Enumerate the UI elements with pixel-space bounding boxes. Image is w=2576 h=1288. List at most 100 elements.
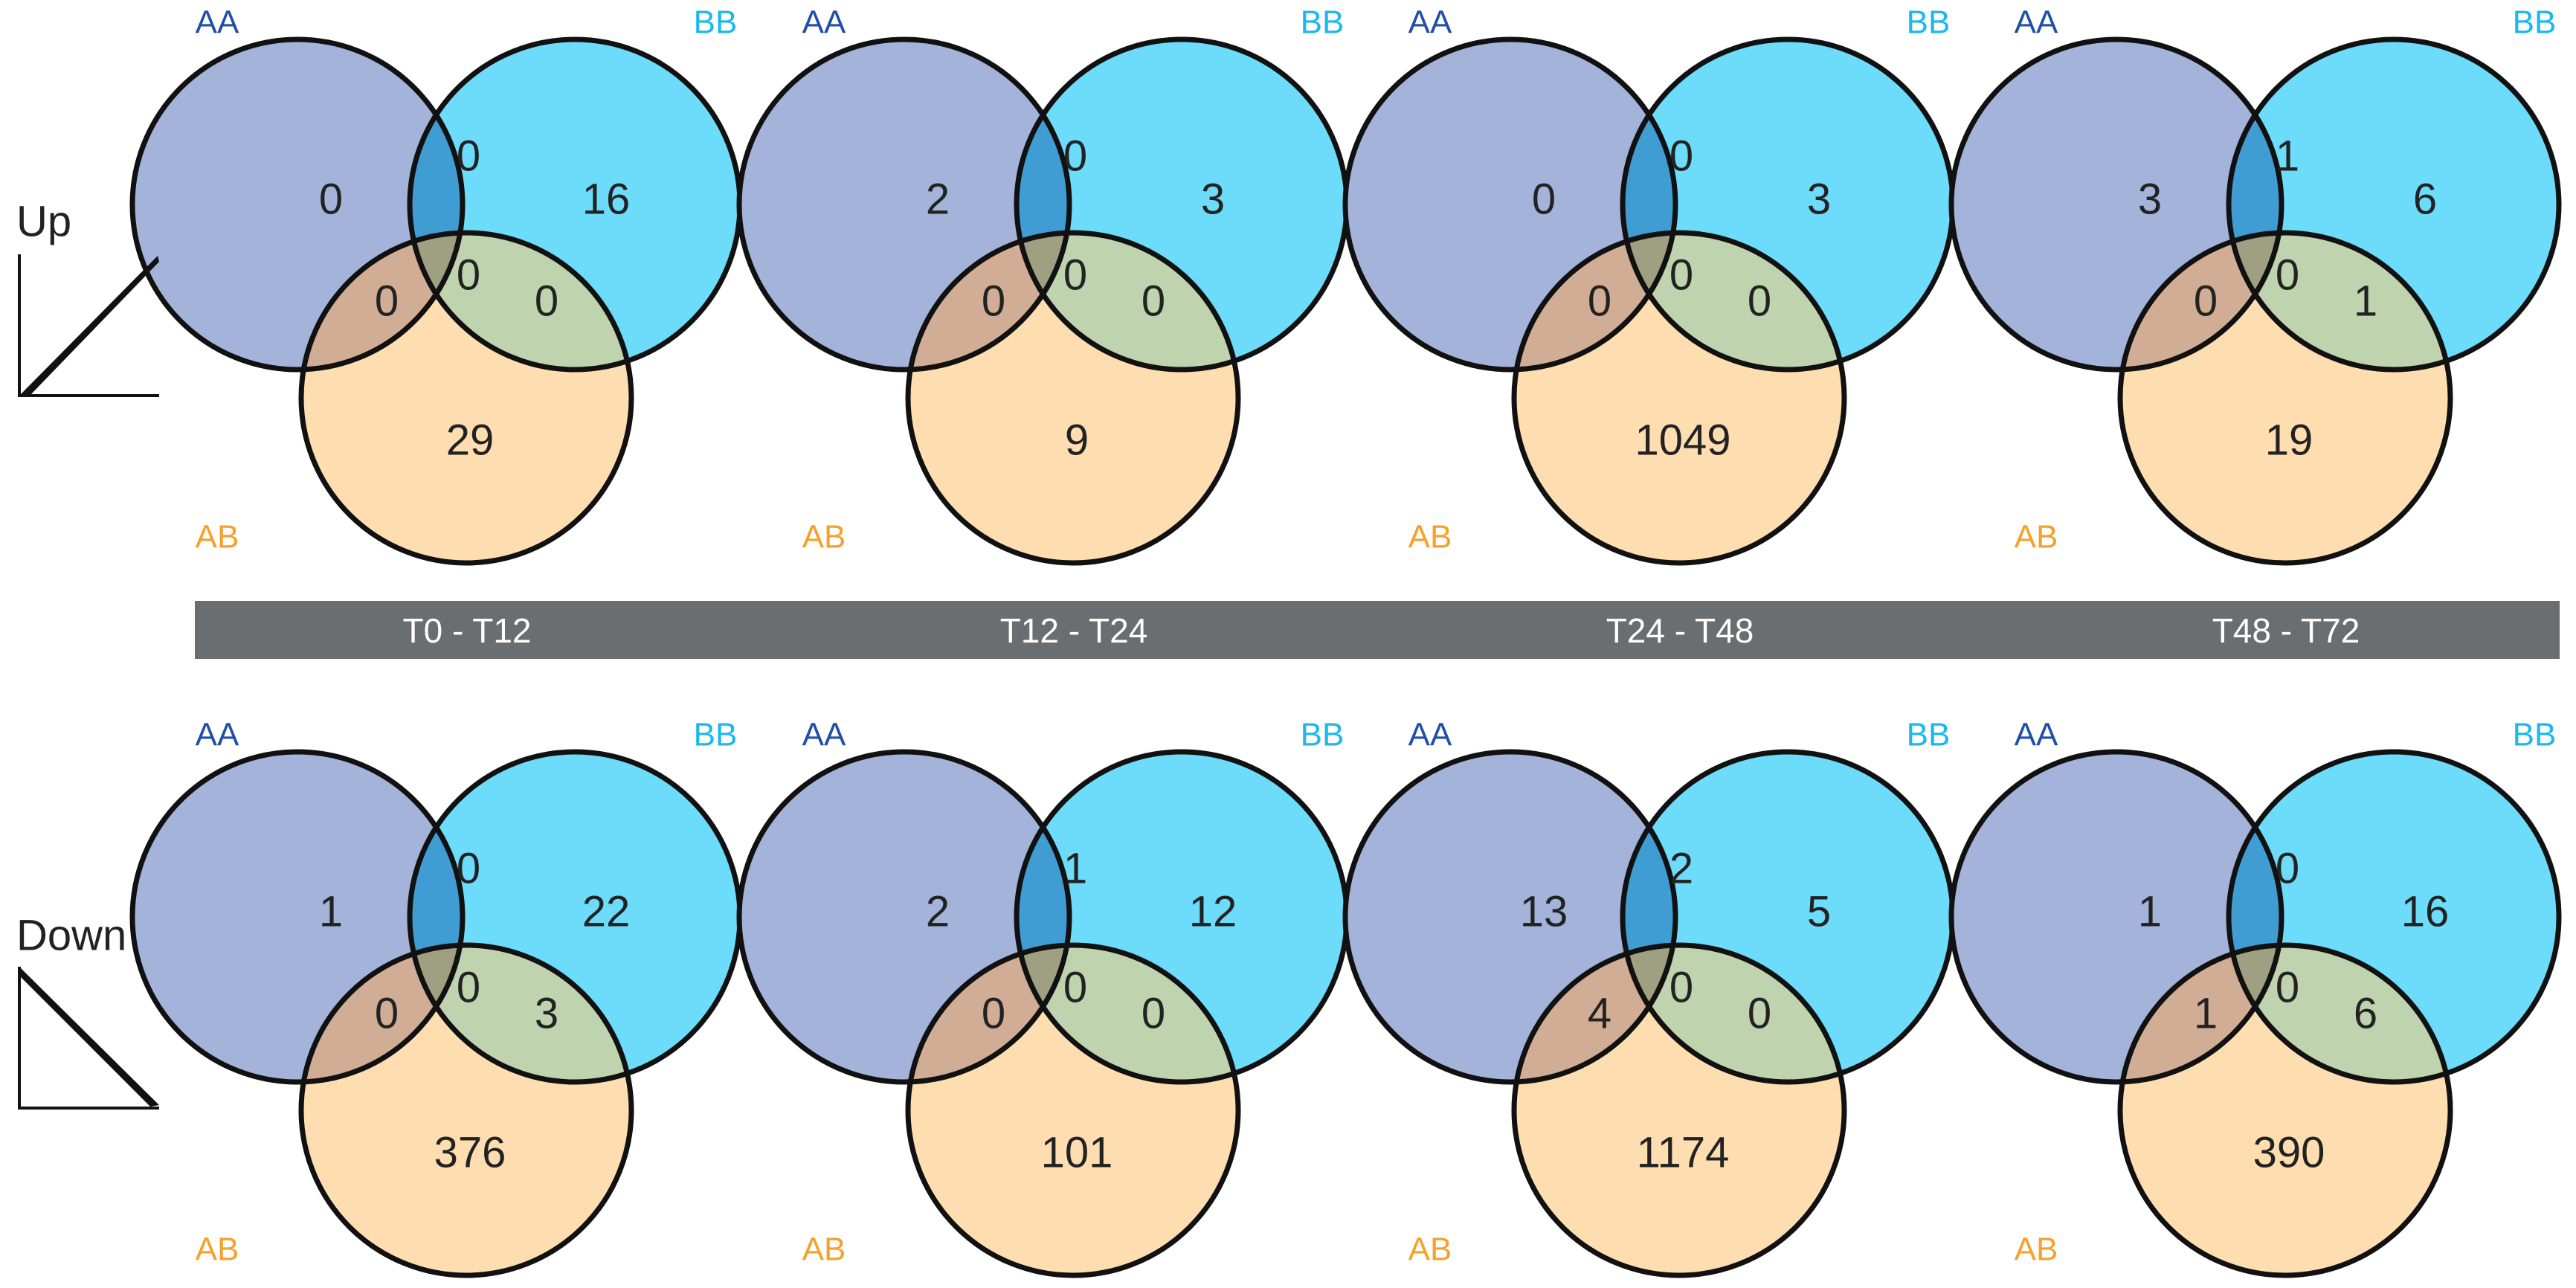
count-aa-bb: 1: [2276, 132, 2299, 181]
period-label: T12 - T24: [1000, 611, 1148, 650]
set-label-bb: BB: [2513, 4, 2557, 41]
intersection-aa-ab: [301, 233, 463, 370]
intersection-bb-ab: [2229, 233, 2450, 370]
intersection-aa-ab: [1514, 945, 1675, 1082]
set-label-ab: AB: [1408, 1231, 1452, 1268]
set-bb-outline: [2226, 749, 2562, 1085]
count-bb: 12: [1189, 888, 1237, 936]
count-aa: 0: [1532, 176, 1556, 224]
set-label-aa: AA: [802, 717, 846, 753]
count-aa-ab: 0: [375, 990, 399, 1038]
period-label: T0 - T12: [403, 611, 532, 650]
count-ab: 376: [434, 1129, 506, 1177]
set-label-ab: AB: [196, 519, 239, 556]
count-aa-bb: 0: [457, 132, 480, 181]
count-ab: 1049: [1635, 416, 1730, 465]
count-all: 0: [457, 251, 480, 300]
set-label-bb: BB: [2513, 717, 2557, 753]
intersection-bb-ab: [2229, 945, 2450, 1082]
set-ab-outline: [1511, 942, 1847, 1278]
count-bb-ab: 0: [1748, 277, 1771, 326]
venn-diagram: 2 3 9 0 0 0 0 AA BB AB: [736, 4, 1350, 566]
count-bb: 3: [1201, 176, 1225, 224]
venn-diagram: 13 5 1174 2 4 0 0 AA BB AB: [1342, 717, 1956, 1278]
set-ab-outline: [298, 942, 634, 1278]
count-ab: 29: [446, 416, 495, 465]
venn-diagram: 0 3 1049 0 0 0 0 AA BB AB: [1342, 4, 1956, 566]
count-bb: 6: [2413, 176, 2437, 224]
set-aa-outline: [129, 749, 466, 1085]
period-label: T48 - T72: [2212, 611, 2360, 650]
intersection-bb-ab: [410, 945, 631, 1082]
count-all: 0: [1669, 964, 1693, 1012]
count-ab: 19: [2265, 416, 2313, 465]
count-ab: 390: [2253, 1129, 2325, 1177]
count-bb-ab: 0: [1142, 990, 1165, 1038]
period-label: T24 - T48: [1606, 611, 1754, 650]
set-label-bb: BB: [1907, 717, 1951, 753]
intersection-bb-ab: [1017, 233, 1238, 370]
count-aa: 1: [319, 888, 343, 936]
intersection-aa-ab: [1514, 233, 1675, 370]
count-aa: 2: [926, 888, 950, 936]
count-bb-ab: 0: [1748, 990, 1771, 1038]
set-label-aa: AA: [196, 4, 239, 41]
intersection-aa-ab: [2120, 233, 2282, 370]
count-aa: 3: [2138, 176, 2162, 224]
set-ab-outline: [2117, 942, 2453, 1278]
count-ab: 1174: [1637, 1129, 1730, 1177]
set-aa-outline: [736, 749, 1072, 1085]
venn-diagram: 2 12 101 1 0 0 0 AA BB AB: [736, 717, 1350, 1278]
count-aa-bb: 0: [2276, 845, 2299, 893]
intersection-aa-ab: [2120, 945, 2282, 1082]
set-label-aa: AA: [2015, 717, 2058, 753]
set-aa-outline: [1342, 36, 1678, 373]
count-aa-bb: 2: [1669, 845, 1693, 893]
set-ab-outline: [905, 230, 1241, 566]
count-all: 0: [2276, 251, 2299, 300]
set-ab-outline: [905, 942, 1241, 1278]
count-aa: 13: [1520, 888, 1568, 936]
count-all: 0: [1063, 964, 1087, 1012]
venn-diagram: 0 16 29 0 0 0 0 AA BB AB: [129, 4, 743, 566]
set-label-aa: AA: [802, 4, 846, 41]
set-aa-outline: [129, 36, 466, 373]
set-ab-outline: [298, 230, 634, 566]
set-label-bb: BB: [1907, 4, 1951, 41]
set-label-ab: AB: [802, 1231, 846, 1268]
count-aa: 1: [2138, 888, 2162, 936]
set-ab-outline: [2117, 230, 2453, 566]
set-label-aa: AA: [2015, 4, 2058, 41]
set-label-ab: AB: [2015, 1231, 2058, 1268]
set-bb-outline: [2226, 36, 2562, 373]
set-label-bb: BB: [694, 717, 738, 753]
count-all: 0: [457, 964, 480, 1012]
count-aa-ab: 0: [375, 277, 399, 326]
set-aa-outline: [1342, 749, 1678, 1085]
count-ab: 9: [1065, 416, 1089, 465]
row-label-up: Up: [16, 198, 71, 246]
count-aa-ab: 1: [2194, 990, 2218, 1038]
count-aa-ab: 0: [982, 277, 1005, 326]
count-aa: 0: [319, 176, 343, 224]
set-label-bb: BB: [694, 4, 738, 41]
set-label-ab: AB: [2015, 519, 2058, 556]
count-all: 0: [2276, 964, 2299, 1012]
intersection-bb-ab: [1017, 945, 1238, 1082]
set-label-ab: AB: [802, 519, 846, 556]
set-label-aa: AA: [1408, 717, 1452, 753]
set-label-aa: AA: [1408, 4, 1452, 41]
count-bb-ab: 0: [535, 277, 558, 326]
count-aa-bb: 1: [1063, 845, 1087, 893]
set-aa-outline: [736, 36, 1072, 373]
count-aa: 2: [926, 176, 950, 224]
intersection-bb-ab: [1623, 945, 1844, 1082]
set-label-ab: AB: [196, 1231, 239, 1268]
down-trend-icon: [18, 967, 159, 1110]
count-bb-ab: 0: [1142, 277, 1165, 326]
intersection-bb-ab: [1623, 233, 1844, 370]
count-aa-ab: 0: [982, 990, 1005, 1038]
